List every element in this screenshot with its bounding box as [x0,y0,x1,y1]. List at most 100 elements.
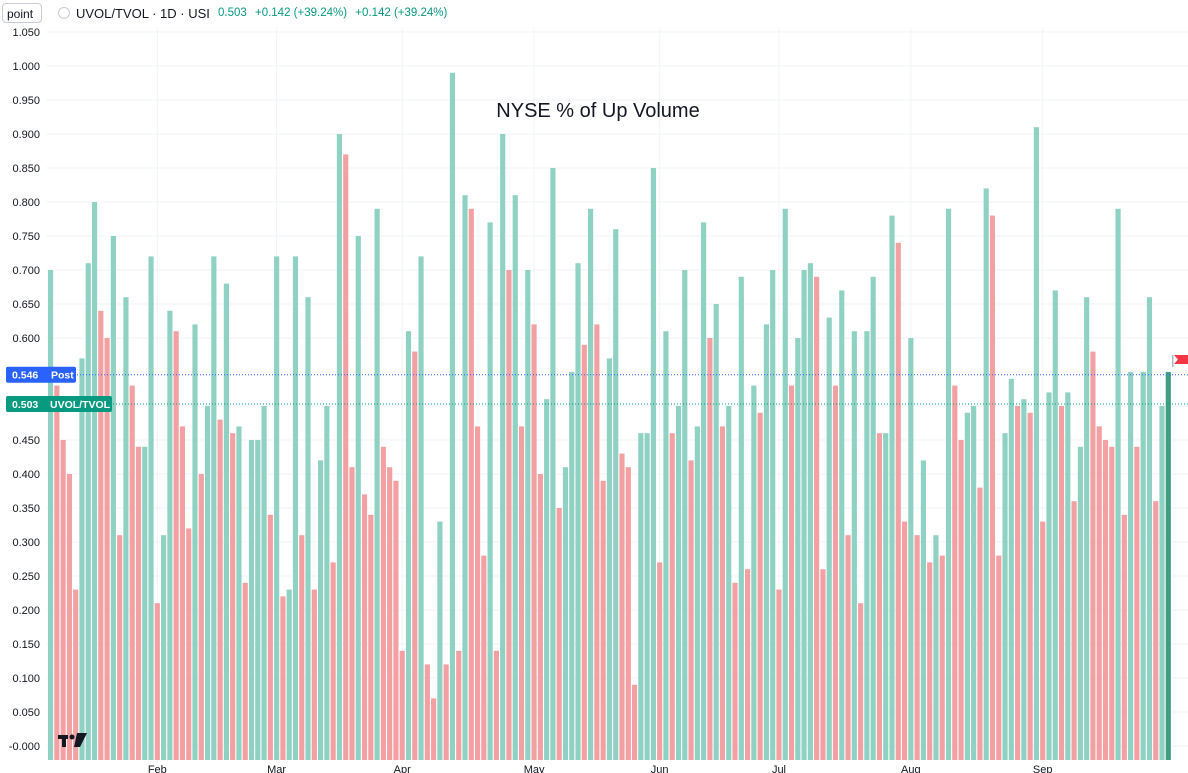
bar [550,168,556,760]
bar [518,426,525,760]
bar [355,236,361,760]
bar [1165,372,1171,760]
flag-icon[interactable] [1172,355,1188,367]
bar [1109,446,1115,760]
bar [456,650,462,760]
bar [745,569,751,760]
bar [267,514,273,760]
bar [713,304,719,760]
bar [1008,378,1014,760]
bar [776,589,782,760]
bar [945,208,952,761]
bar [1084,297,1090,760]
bar [66,474,72,760]
bar [1021,399,1027,760]
bar [782,208,788,761]
bar [556,508,562,760]
bar [117,535,123,760]
bar [500,134,506,760]
bar [286,589,292,760]
y-tick-label: 1.050 [12,27,40,39]
bar [908,338,914,760]
bar [788,385,795,760]
bar [179,426,186,760]
y-tick-label: 0.650 [12,299,40,311]
bar [569,372,575,760]
bar [1134,446,1140,760]
bar [801,270,807,760]
bar [525,270,531,760]
bar [901,521,908,760]
bar [1027,412,1033,760]
bar [129,385,135,760]
bar [864,331,870,760]
bar [474,426,481,760]
bar [1052,290,1058,760]
bar [983,188,989,760]
bar [895,242,901,761]
bar [324,406,330,760]
bar [512,195,518,760]
bar [468,208,474,761]
y-axis: 1.050 1.000 0.950 0.900 0.850 0.800 0.750 0.700… [9,27,40,753]
legend-title[interactable]: UVOL/TVOL · 1D · USI [76,6,210,21]
bar [1090,351,1096,760]
bar [757,412,763,760]
bar [167,310,173,760]
bar [211,256,217,760]
bar [989,215,996,761]
bar [154,603,160,760]
bar [839,290,845,760]
bar [292,256,299,760]
bar [148,256,154,760]
bar [594,324,600,760]
bar [186,528,192,760]
bar [977,487,983,760]
symbol-search-input[interactable]: point [2,3,42,23]
y-tick-label: 0.350 [12,503,40,515]
y-tick-label: 0.450 [12,435,40,447]
bar [79,358,85,760]
bar [493,650,499,760]
bar [336,134,342,760]
bar [726,406,732,760]
bar [1146,297,1153,760]
bar [832,385,839,760]
y-tick-label: 0.700 [12,265,40,277]
bar [173,331,179,760]
bar [933,535,939,760]
bar [204,406,211,760]
bar [481,555,487,760]
bar [418,256,424,760]
x-tick-label: Apr [394,764,411,773]
bar [305,297,311,760]
bar [299,535,305,760]
bar [738,276,744,760]
y-tick-label: 0.050 [12,707,40,719]
tradingview-logo-icon[interactable] [58,733,87,747]
post-tag-label: Post [51,370,74,382]
bar [280,596,286,760]
post-price-tag: 0.546 Post [6,366,76,383]
bar [437,521,443,760]
bar [719,426,726,760]
legend-values: 0.503 +0.142 (+39.24%) +0.142 (+39.24%) [218,7,452,19]
bar [343,154,349,760]
bar [631,684,638,760]
bar [657,562,663,760]
bar [732,582,738,760]
bar [242,582,248,760]
bar [795,338,801,760]
bar [1096,426,1102,760]
bar [236,426,242,760]
bar [60,440,66,760]
y-tick-label: 0.250 [12,571,40,583]
bar [424,664,430,760]
x-axis: Feb Mar Apr May Jun Jul Aug Sep [148,764,1053,773]
bar [939,555,945,760]
bar [707,338,713,760]
legend-change-2: +0.142 (+39.24%) [355,7,448,19]
y-tick-label: 1.000 [12,61,40,73]
bar [261,406,267,760]
